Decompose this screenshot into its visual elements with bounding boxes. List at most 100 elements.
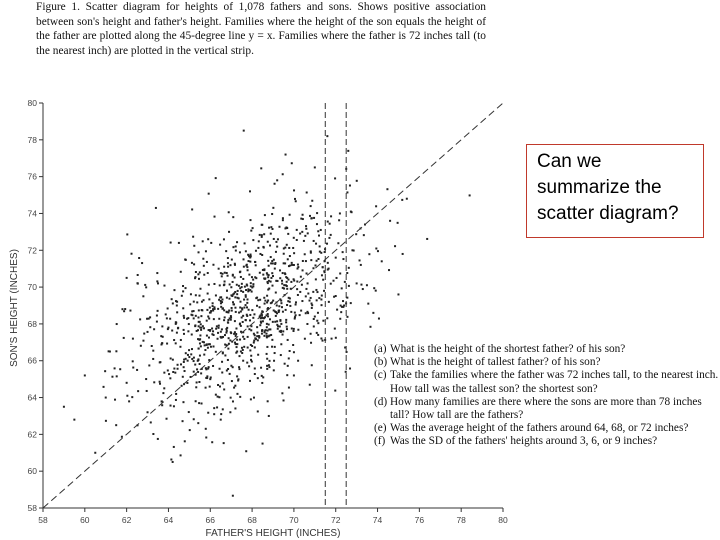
- data-point: [266, 301, 269, 304]
- data-point: [258, 233, 261, 236]
- y-tick-label: 74: [28, 208, 38, 218]
- data-point: [290, 310, 293, 313]
- data-point: [124, 308, 127, 311]
- question-text: Was the SD of the fathers' heights aroun…: [390, 435, 658, 448]
- data-point: [209, 311, 212, 314]
- x-tick-label: 70: [289, 515, 299, 525]
- data-point: [290, 280, 293, 283]
- data-point: [183, 440, 186, 443]
- data-point: [260, 167, 263, 170]
- data-point: [164, 313, 167, 316]
- data-point: [250, 354, 253, 357]
- data-point: [272, 275, 274, 278]
- data-point: [176, 300, 179, 303]
- data-point: [266, 240, 269, 243]
- data-point: [312, 317, 315, 320]
- data-point: [226, 358, 229, 361]
- data-point: [194, 325, 197, 328]
- data-point: [344, 346, 347, 349]
- data-point: [197, 338, 200, 341]
- data-point: [157, 282, 159, 285]
- data-point: [292, 264, 295, 266]
- x-tick-label: 64: [164, 515, 174, 525]
- question-item: (e) Was the average height of the fathers…: [374, 422, 719, 435]
- data-point: [148, 364, 151, 367]
- data-point: [229, 396, 232, 399]
- data-point: [186, 317, 189, 320]
- data-point: [213, 407, 216, 410]
- data-point: [225, 310, 228, 313]
- data-point: [281, 279, 284, 282]
- data-point: [261, 320, 264, 323]
- data-point: [281, 272, 284, 275]
- data-point: [166, 342, 169, 345]
- data-point: [309, 332, 312, 335]
- data-point: [236, 338, 239, 341]
- data-point: [368, 253, 371, 256]
- data-point: [190, 348, 193, 351]
- data-point: [219, 272, 222, 275]
- data-point: [233, 263, 236, 266]
- data-point: [240, 330, 243, 333]
- data-point: [273, 345, 276, 348]
- data-point: [183, 358, 186, 361]
- data-point: [266, 367, 269, 370]
- data-point: [171, 329, 174, 332]
- data-point: [155, 314, 158, 317]
- data-point: [154, 206, 157, 209]
- data-point: [152, 349, 155, 352]
- data-point: [317, 258, 320, 261]
- data-point: [247, 288, 250, 291]
- data-point: [213, 413, 216, 416]
- data-point: [179, 345, 182, 348]
- data-point: [192, 360, 195, 363]
- data-point: [304, 260, 307, 263]
- data-point: [259, 324, 262, 327]
- data-point: [212, 308, 215, 311]
- data-point: [197, 347, 200, 350]
- data-point: [198, 362, 201, 365]
- data-point: [276, 238, 279, 241]
- y-axis-label: SON'S HEIGHT (INCHES): [9, 249, 20, 367]
- data-point: [225, 329, 228, 332]
- data-point: [267, 276, 270, 279]
- data-point: [169, 404, 172, 407]
- data-point: [271, 260, 274, 263]
- data-point: [313, 166, 316, 169]
- data-point: [297, 359, 300, 362]
- question-tag: (e): [374, 422, 387, 435]
- data-point: [268, 287, 271, 290]
- data-point: [187, 411, 190, 414]
- data-point: [210, 310, 213, 313]
- data-point: [340, 305, 343, 308]
- data-point: [237, 378, 240, 381]
- data-point: [234, 290, 237, 293]
- question-text: How many families are there where the so…: [390, 395, 702, 422]
- data-point: [342, 258, 345, 261]
- data-point: [274, 310, 277, 313]
- data-point: [277, 325, 280, 328]
- data-point: [207, 283, 210, 286]
- data-point: [232, 303, 235, 306]
- data-point: [225, 271, 228, 274]
- data-point: [215, 325, 218, 328]
- data-point: [253, 367, 256, 370]
- data-point: [255, 277, 258, 280]
- data-point: [179, 454, 182, 457]
- data-point: [252, 332, 255, 335]
- data-point: [217, 307, 220, 310]
- data-point: [297, 266, 300, 269]
- data-point: [330, 215, 333, 218]
- data-point: [319, 228, 322, 231]
- data-point: [225, 296, 228, 299]
- figure-caption: Figure 1. Scatter diagram for heights of…: [36, 0, 486, 58]
- data-point: [156, 309, 159, 312]
- data-point: [142, 295, 145, 298]
- data-point: [115, 424, 118, 427]
- data-point: [355, 179, 358, 182]
- data-point: [239, 350, 242, 353]
- data-point: [257, 353, 260, 356]
- data-point: [192, 235, 195, 238]
- data-point: [293, 317, 296, 320]
- data-point: [269, 302, 272, 305]
